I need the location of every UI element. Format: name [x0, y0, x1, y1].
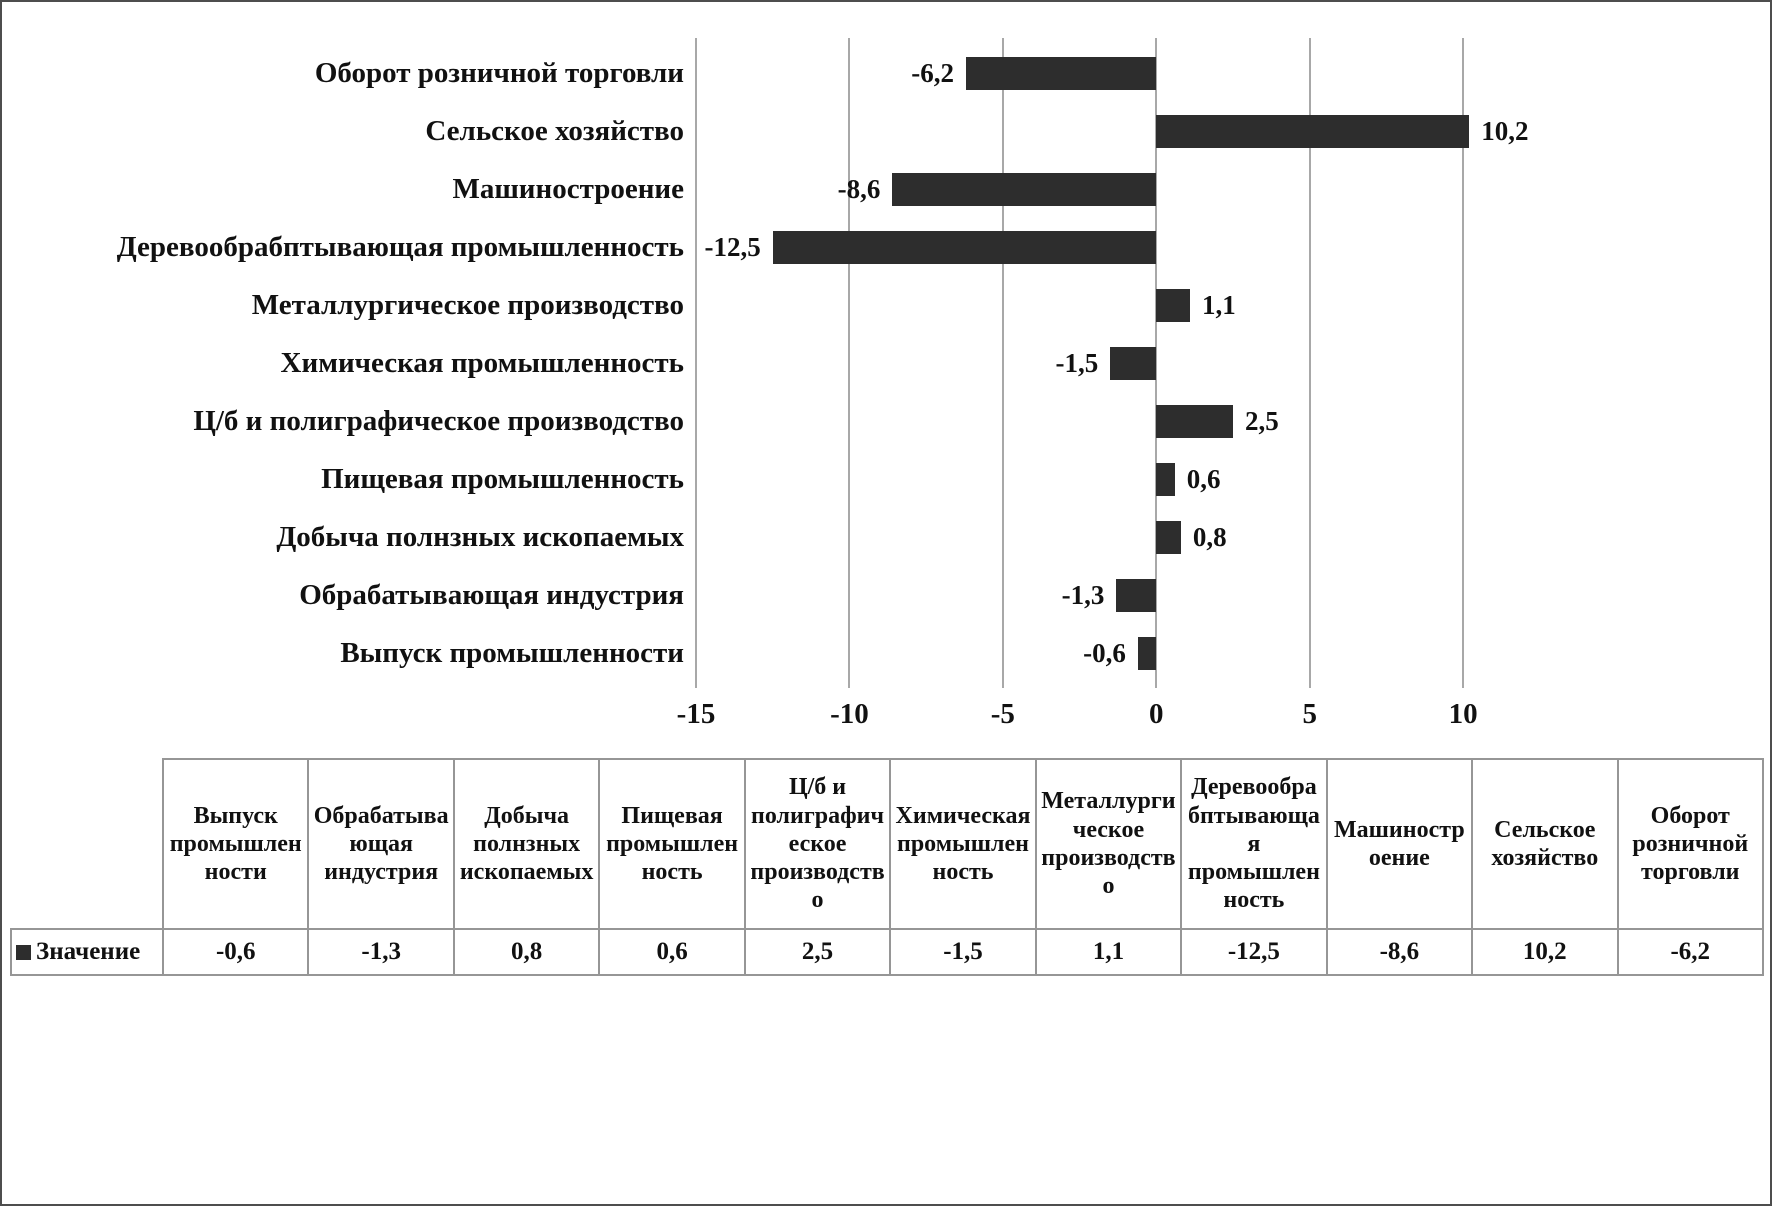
table-column-header: Пищевая промышленность	[598, 758, 746, 930]
table-row-label: Значение	[10, 928, 164, 976]
x-axis-ticks: -15 -10 -5 0 5 10	[677, 690, 1546, 738]
x-tick-label: 5	[1302, 698, 1317, 730]
bar	[1156, 114, 1470, 148]
table-column-header: Сельское хозяйство	[1471, 758, 1619, 930]
table-value-cell: -6,2	[1616, 928, 1765, 976]
gridline	[1001, 38, 1004, 688]
table-column-header: Оборот розничной торговли	[1616, 758, 1765, 930]
value-label: 10,2	[1481, 116, 1529, 146]
bar	[966, 56, 1157, 90]
category-label: Оборот розничной торговли	[314, 57, 684, 89]
table-value-cell: 2,5	[743, 928, 892, 976]
value-label: -1,5	[1055, 348, 1099, 378]
bar	[1116, 578, 1157, 612]
category-label: Машиностроение	[452, 173, 684, 205]
table-column-header: Металлургическое производство	[1034, 758, 1183, 930]
category-label: Ц/б и полиграфическое производство	[193, 405, 684, 437]
table-column-header: Добыча полнзных ископаемых	[452, 758, 601, 930]
value-label: 0,6	[1186, 464, 1221, 494]
category-label: Химическая промышленность	[280, 347, 684, 379]
table-column-header: Обрабатывающая индустрия	[307, 758, 455, 930]
table-column-header: Химическая промышленность	[889, 758, 1037, 930]
table-value-cell: 10,2	[1471, 928, 1619, 976]
bar	[1110, 346, 1157, 380]
table-value-cell: -12,5	[1180, 928, 1328, 976]
table-value-cell: 1,1	[1034, 928, 1183, 976]
gridline	[1462, 38, 1465, 688]
table-column-header: Ц/б и полиграфическое производство	[743, 758, 892, 930]
gridline	[695, 38, 697, 688]
gridline	[848, 38, 851, 688]
bar	[1156, 404, 1233, 438]
x-tick-label: -15	[676, 698, 716, 730]
category-label: Пищевая промышленность	[321, 463, 684, 495]
table-corner-cell	[11, 759, 164, 930]
bar	[772, 230, 1157, 264]
value-label: -6,2	[911, 58, 955, 88]
value-label: -12,5	[704, 232, 761, 262]
value-label: 2,5	[1245, 406, 1279, 436]
bar	[1156, 462, 1175, 496]
table-value-cell: -1,5	[889, 928, 1037, 976]
table-column-header: Выпуск промышленности	[161, 758, 310, 930]
category-label: Сельское хозяйство	[425, 115, 684, 147]
category-label: Добыча полнзных ископаемых	[276, 521, 684, 553]
bar	[892, 172, 1157, 206]
table-value-cell: -1,3	[307, 928, 455, 976]
gridline	[1308, 38, 1311, 688]
value-label: 1,1	[1202, 290, 1236, 320]
plot-area: -6,2 10,2 -8,6 -12,5 1,1 -1,5 2,5 0,6 0,8 -1,3 -0,…	[695, 38, 1546, 688]
table-column-header: Деревообрабптывающая промышленность	[1180, 758, 1328, 930]
bar-chart: Оборот розничной торговли Сельское хозяйс…	[2, 2, 1770, 755]
category-label: Обрабатывающая индустрия	[299, 579, 684, 611]
data-table: Выпуск промышленности Обрабатывающая инду…	[10, 758, 1765, 976]
table-value-cell: 0,8	[452, 928, 601, 976]
table-value-cell: -0,6	[161, 928, 310, 976]
x-tick-label: -10	[830, 698, 869, 730]
value-label: -0,6	[1083, 638, 1126, 668]
bar	[1156, 520, 1181, 554]
table-value-cell: 0,6	[598, 928, 746, 976]
table-value-row: Значение -0,6 -1,3 0,8 0,6 2,5 -1,5 1,1 -12,5 -8,…	[10, 928, 1765, 976]
table-column-header: Машиностроение	[1325, 758, 1474, 930]
value-label: -8,6	[837, 174, 881, 204]
x-tick-label: 0	[1149, 698, 1164, 730]
x-tick-label: -5	[990, 698, 1015, 730]
value-label: -1,3	[1061, 580, 1105, 610]
category-label: Деревообрабптывающая промышленность	[116, 231, 684, 263]
series-name: Значение	[36, 938, 141, 965]
value-label: 0,8	[1192, 522, 1227, 552]
table-value-cell: -8,6	[1325, 928, 1474, 976]
x-tick-label: 10	[1448, 698, 1478, 730]
table-header-row: Выпуск промышленности Обрабатывающая инду…	[11, 758, 1765, 930]
category-label: Металлургическое производство	[251, 289, 684, 321]
gridline	[1155, 38, 1158, 688]
bar	[1156, 288, 1191, 322]
series-legend-key-icon	[16, 945, 31, 960]
bar	[1137, 636, 1157, 670]
category-label: Выпуск промышленности	[340, 637, 684, 669]
category-labels: Оборот розничной торговли Сельское хозяйс…	[8, 44, 684, 682]
